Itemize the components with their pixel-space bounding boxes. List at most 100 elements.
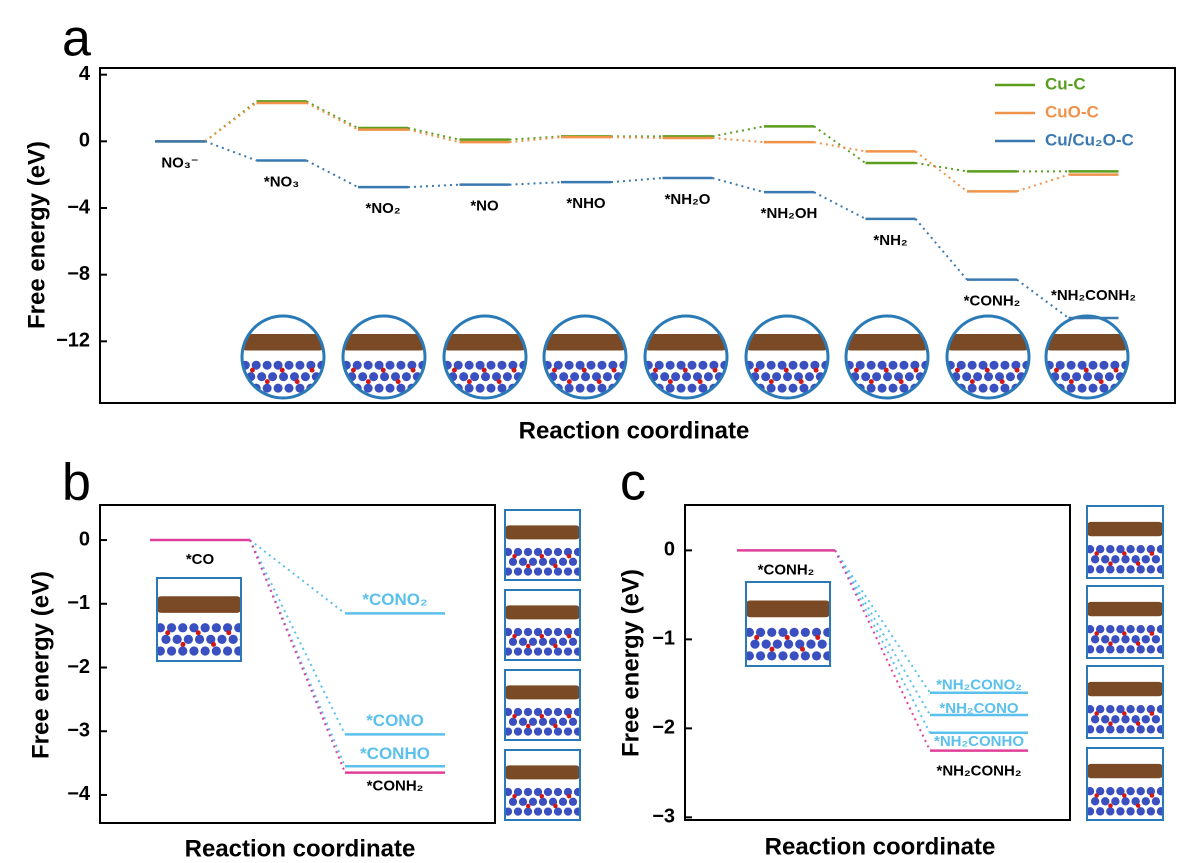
- cu-atom: [573, 627, 580, 637]
- cu-atom: [904, 372, 914, 382]
- cu-atom: [1106, 705, 1115, 714]
- o-atom: [913, 367, 919, 373]
- frame: [1086, 747, 1164, 821]
- cu-atom: [570, 372, 580, 382]
- cu-atom: [505, 627, 513, 637]
- o-atom: [539, 633, 545, 639]
- cu-atom: [1121, 383, 1128, 393]
- y-tick-label: 4: [79, 63, 91, 85]
- cu-atom: [513, 787, 523, 797]
- o-atom: [525, 723, 531, 729]
- cu-atom: [1116, 625, 1125, 634]
- cu-atom: [523, 787, 533, 797]
- cu-atom: [855, 360, 865, 370]
- cu-atom: [573, 567, 580, 576]
- cu-atom: [568, 637, 578, 646]
- structure: [1046, 316, 1128, 398]
- cu-atom: [358, 372, 368, 382]
- cu-atom: [1146, 725, 1156, 734]
- y-tick-label: −4: [67, 783, 91, 805]
- o-atom: [883, 367, 889, 373]
- o-atom: [249, 367, 255, 373]
- level-label: *NO₃: [264, 173, 299, 190]
- o-atom: [1122, 711, 1127, 716]
- cu-atom: [823, 651, 830, 661]
- cu-atom: [821, 383, 828, 393]
- cu-atom: [505, 727, 513, 736]
- cu-atom: [1141, 555, 1150, 564]
- y-axis-label: Free energy (eV): [23, 141, 50, 329]
- connector: [914, 218, 968, 281]
- o-atom: [566, 553, 572, 559]
- cu-atom: [543, 567, 553, 576]
- cu-atom: [1121, 555, 1130, 564]
- o-atom: [611, 367, 617, 373]
- connector: [249, 539, 346, 767]
- carbon-layer: [505, 525, 580, 540]
- cu-atom: [553, 727, 563, 736]
- frame: [240, 314, 326, 400]
- cu-atom: [1136, 807, 1145, 816]
- connector: [204, 102, 258, 143]
- cu-atom: [1095, 545, 1105, 554]
- cu-atom: [528, 637, 538, 646]
- cu-atom: [608, 360, 618, 370]
- cu-atom: [755, 651, 766, 661]
- o-atom: [551, 367, 557, 373]
- o-atom: [999, 379, 1005, 385]
- frame: [504, 589, 581, 661]
- cu-atom: [1077, 383, 1087, 393]
- cu-atom: [513, 567, 523, 576]
- cu-atom: [1110, 360, 1120, 370]
- level-label: *NO₂: [365, 200, 400, 217]
- cu-atom: [295, 383, 305, 393]
- cu-atom: [967, 360, 977, 370]
- cu-atom: [1116, 545, 1125, 554]
- cu-atom: [1066, 383, 1076, 393]
- cu-atom: [505, 567, 513, 576]
- cu-atom: [508, 557, 518, 566]
- carbon-layer: [343, 334, 425, 351]
- cu-atom: [1099, 360, 1109, 370]
- cu-atom: [1126, 565, 1135, 574]
- o-atom: [1122, 793, 1127, 798]
- cu-atom: [725, 372, 727, 382]
- cu-atom: [1146, 545, 1156, 554]
- cu-atom: [1061, 372, 1071, 382]
- structure: [505, 750, 580, 820]
- o-atom: [754, 634, 760, 640]
- cu-atom: [1126, 807, 1135, 816]
- cu-atom: [989, 383, 999, 393]
- cu-atom: [1011, 360, 1021, 370]
- cu-atom: [1106, 787, 1115, 796]
- structure: [1087, 748, 1163, 820]
- o-atom: [553, 723, 558, 729]
- cu-atom: [800, 651, 810, 661]
- cu-atom: [1106, 565, 1115, 574]
- cu-atom: [524, 372, 526, 382]
- cu-atom: [778, 627, 788, 638]
- cu-atom: [1156, 807, 1163, 816]
- cu-atom: [1126, 705, 1135, 714]
- cu-atom: [967, 383, 977, 393]
- cu-atom: [1146, 807, 1156, 816]
- cu-atom: [1126, 625, 1135, 634]
- structure: [1087, 586, 1163, 658]
- o-atom: [451, 367, 457, 373]
- cu-atom: [563, 547, 573, 557]
- structure: [505, 590, 580, 660]
- cu-atom: [533, 727, 543, 736]
- cu-atom: [523, 647, 533, 656]
- o-atom: [1122, 551, 1127, 556]
- cu-atom: [811, 651, 822, 661]
- cu-atom: [877, 360, 887, 370]
- cu-atom: [1106, 725, 1115, 734]
- level-label: *CONHO: [360, 744, 430, 763]
- level-label: *NO: [470, 198, 499, 215]
- y-tick-label: −1: [652, 628, 675, 650]
- cu-atom: [978, 360, 988, 370]
- cu-atom: [1151, 715, 1161, 724]
- frame: [945, 314, 1031, 400]
- connector: [813, 125, 867, 164]
- cu-atom: [1146, 625, 1156, 634]
